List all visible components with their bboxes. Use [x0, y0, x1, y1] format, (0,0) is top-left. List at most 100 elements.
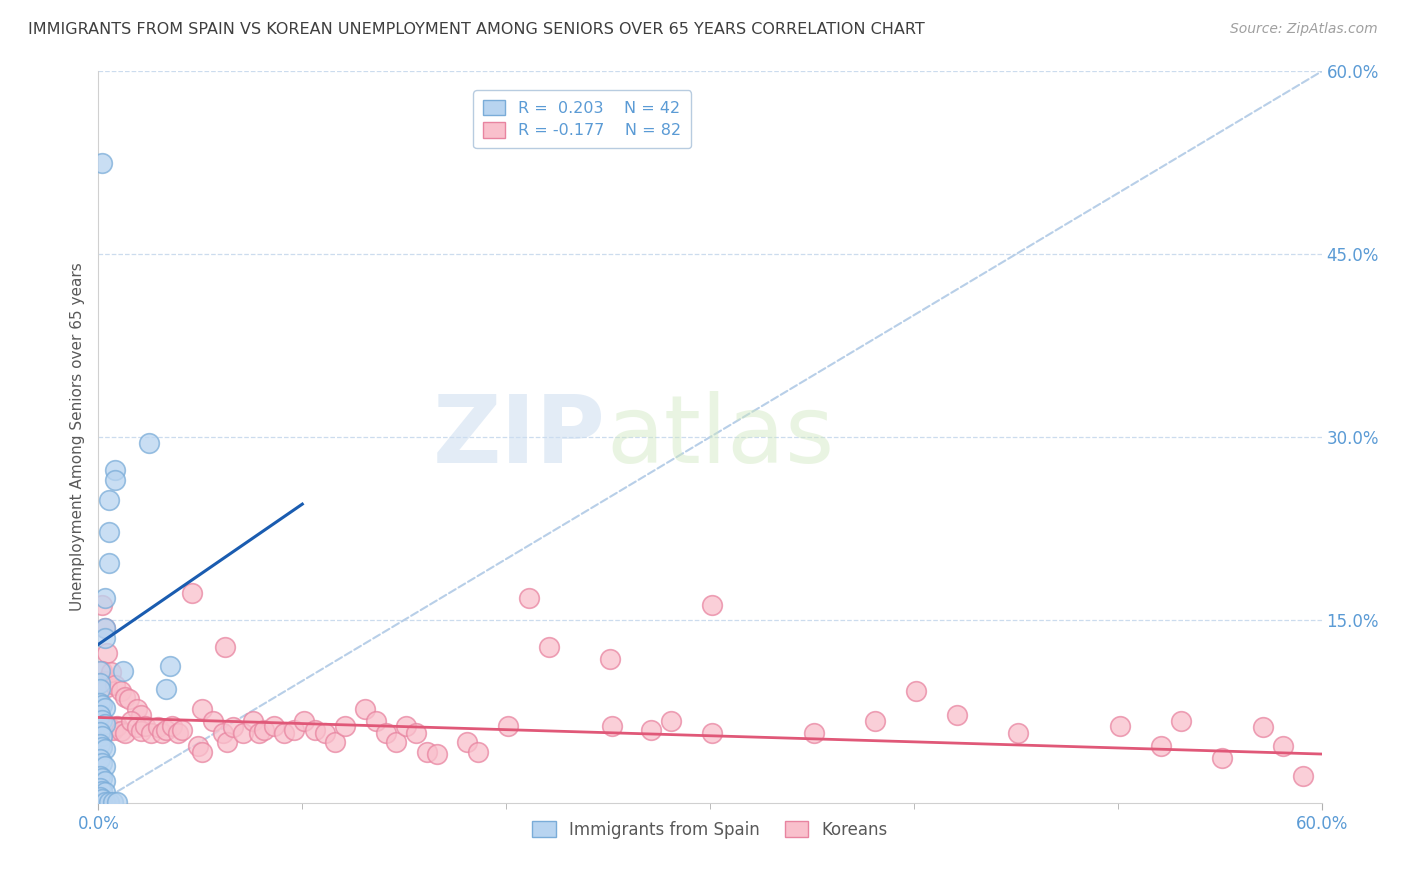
Point	[249, 726, 271, 740]
Point	[93, 673, 115, 688]
Point	[904, 683, 927, 698]
Point	[91, 713, 114, 727]
Point	[1007, 726, 1029, 740]
Point	[600, 719, 623, 733]
Point	[1211, 750, 1233, 764]
Point	[354, 702, 377, 716]
Point	[96, 646, 118, 660]
Point	[1149, 739, 1171, 753]
Point	[105, 795, 128, 809]
Point	[89, 781, 111, 796]
Point	[456, 735, 478, 749]
Point	[91, 698, 114, 713]
Point	[159, 659, 181, 673]
Point	[89, 676, 111, 690]
Point	[232, 726, 254, 740]
Point	[97, 720, 120, 734]
Point	[129, 723, 152, 738]
Point	[211, 726, 233, 740]
Point	[93, 773, 115, 788]
Point	[517, 591, 540, 605]
Point	[201, 714, 224, 728]
Point	[110, 683, 132, 698]
Point	[537, 640, 560, 654]
Text: ZIP: ZIP	[433, 391, 606, 483]
Point	[599, 652, 621, 666]
Point	[91, 783, 114, 797]
Point	[97, 556, 120, 570]
Point	[129, 708, 152, 723]
Point	[91, 792, 114, 806]
Point	[160, 719, 183, 733]
Point	[364, 714, 387, 728]
Point	[700, 726, 723, 740]
Point	[863, 714, 886, 728]
Point	[93, 759, 115, 773]
Point	[700, 599, 723, 613]
Point	[104, 677, 127, 691]
Point	[187, 739, 209, 753]
Point	[1170, 714, 1192, 728]
Point	[215, 735, 238, 749]
Point	[97, 795, 120, 809]
Point	[89, 789, 111, 804]
Point	[111, 664, 134, 678]
Point	[333, 719, 356, 733]
Point	[97, 525, 120, 540]
Point	[89, 769, 111, 783]
Point	[105, 719, 128, 733]
Point	[314, 726, 336, 740]
Point	[89, 752, 111, 766]
Point	[138, 436, 160, 450]
Point	[104, 473, 127, 487]
Point	[91, 664, 114, 678]
Point	[91, 772, 114, 786]
Point	[385, 735, 408, 749]
Point	[155, 723, 177, 737]
Point	[93, 622, 115, 636]
Point	[191, 702, 214, 716]
Y-axis label: Unemployment Among Seniors over 65 years: Unemployment Among Seniors over 65 years	[69, 263, 84, 611]
Point	[155, 682, 177, 697]
Point	[283, 723, 305, 737]
Point	[93, 795, 115, 809]
Point	[89, 710, 111, 724]
Point	[89, 664, 111, 678]
Point	[659, 714, 682, 728]
Point	[292, 714, 315, 728]
Point	[114, 690, 136, 704]
Point	[395, 719, 418, 733]
Point	[1251, 720, 1274, 734]
Point	[170, 723, 193, 737]
Point	[89, 696, 111, 710]
Point	[91, 599, 114, 613]
Point	[93, 632, 115, 646]
Point	[150, 726, 173, 740]
Point	[167, 726, 190, 740]
Point	[100, 665, 122, 680]
Point	[242, 714, 264, 728]
Point	[89, 708, 111, 723]
Point	[803, 726, 825, 740]
Point	[120, 714, 142, 728]
Text: Source: ZipAtlas.com: Source: ZipAtlas.com	[1230, 22, 1378, 37]
Point	[141, 726, 163, 740]
Point	[96, 680, 118, 694]
Point	[640, 723, 662, 737]
Point	[118, 692, 141, 706]
Point	[89, 725, 111, 739]
Point	[97, 493, 120, 508]
Point	[91, 729, 114, 743]
Point	[1108, 719, 1130, 733]
Point	[89, 737, 111, 751]
Point	[467, 745, 489, 759]
Point	[110, 723, 132, 738]
Point	[374, 726, 396, 740]
Point	[91, 739, 114, 754]
Point	[91, 756, 114, 770]
Point	[101, 795, 124, 809]
Point	[191, 745, 214, 759]
Point	[323, 735, 346, 749]
Point	[91, 714, 114, 728]
Point	[1292, 769, 1315, 783]
